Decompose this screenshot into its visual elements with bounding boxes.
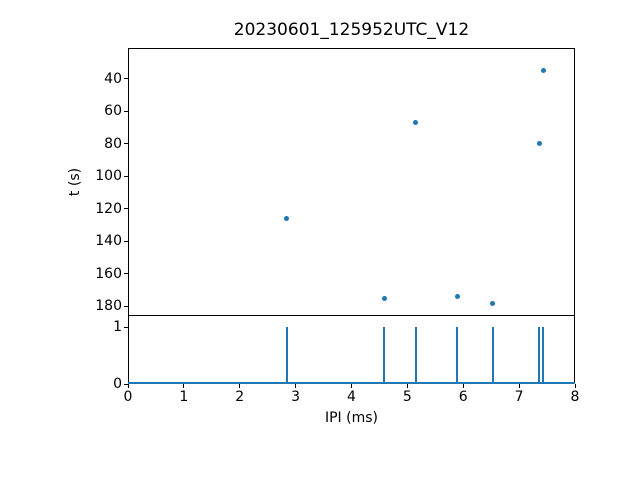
x-tick-mark [574,384,576,388]
y-tick-mark [124,175,128,177]
y-tick-label: 0 [113,376,122,392]
y-tick-mark [124,326,128,328]
stem-spike [456,327,459,384]
y-tick-mark [124,78,128,80]
y-tick-mark [124,208,128,210]
x-tick-mark [127,384,129,388]
x-tick-mark [351,384,352,388]
y-tick-label: 60 [104,103,122,120]
stem-spike [538,327,541,384]
y-tick-label: 100 [95,168,122,185]
x-axis-label: IPI (ms) [324,410,378,426]
scatter-point [381,295,387,301]
y-tick-label: 1 [113,319,122,336]
scatter-point [490,300,496,306]
stem-spike [383,327,386,384]
y-tick-mark [124,383,128,385]
y-tick-label: 120 [95,200,122,217]
stem-panel [128,316,575,384]
x-tick-mark [406,384,408,388]
x-tick-mark [183,384,185,388]
y-tick-label: 40 [104,70,122,87]
scatter-point [284,216,290,222]
x-tick-label: 6 [458,389,468,405]
y-tick-label: 160 [95,265,122,282]
x-tick-label: 4 [347,389,356,405]
chart-title: 20230601_125952UTC_V12 [233,20,470,40]
scatter-point [413,120,419,126]
x-tick-label: 0 [123,389,133,405]
y-tick-label: 140 [95,233,122,250]
x-tick-label: 5 [402,389,412,405]
stem-spike [542,327,545,384]
scatter-point [454,294,460,299]
x-tick-mark [295,384,297,388]
stem-spike [285,327,288,384]
stem-spike [414,327,417,384]
y-tick-mark [124,305,128,307]
x-tick-label: 2 [235,389,245,405]
x-tick-label: 8 [570,389,580,405]
y-tick-mark [124,143,128,145]
y-tick-mark [124,240,128,242]
scatter-point [536,141,542,147]
stem-spike [491,327,494,384]
x-tick-mark [462,384,464,388]
y-tick-mark [124,110,128,112]
x-tick-label: 1 [179,389,189,405]
x-tick-label: 7 [514,389,524,405]
x-tick-mark [239,384,241,388]
y-tick-label: 180 [95,298,122,315]
x-tick-label: 3 [291,389,301,405]
y-tick-label: 80 [104,135,122,152]
y-tick-mark [124,273,128,275]
scatter-point [540,68,546,74]
scatter-panel [128,48,575,316]
stem-baseline [128,382,575,384]
x-tick-mark [518,384,520,388]
